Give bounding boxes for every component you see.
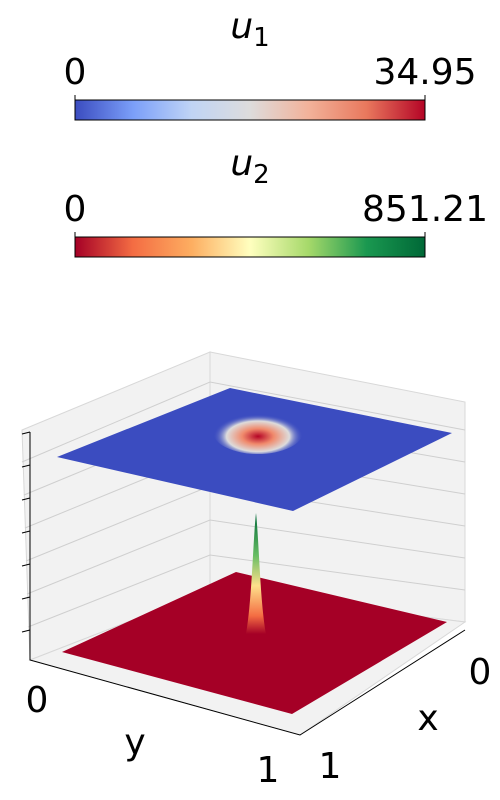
surface-u2-peak bbox=[246, 513, 266, 634]
x-tick-label: 0 bbox=[469, 652, 492, 693]
z-ticks bbox=[21, 431, 31, 633]
y-axis-label: y bbox=[124, 722, 145, 763]
label-symbol: u bbox=[230, 6, 253, 47]
label-subscript: 2 bbox=[253, 160, 270, 190]
colorbar-label: u1 bbox=[230, 6, 269, 53]
tick-label: 0 bbox=[64, 189, 87, 230]
axes-3d bbox=[21, 351, 467, 736]
x-tick-label: 1 bbox=[319, 746, 342, 787]
tick-label: 0 bbox=[64, 52, 87, 93]
colorbar bbox=[74, 236, 426, 258]
label-subscript: 1 bbox=[253, 23, 270, 53]
surface-u1-peak bbox=[213, 410, 303, 454]
label-symbol: u bbox=[230, 143, 253, 184]
y-tick-label: 1 bbox=[257, 750, 280, 791]
y-tick-label: 0 bbox=[26, 680, 49, 721]
axis-lines bbox=[29, 432, 466, 736]
x-axis-label: x bbox=[417, 698, 438, 739]
surface-u2 bbox=[62, 572, 447, 714]
tick-label: 34.95 bbox=[373, 52, 476, 93]
tick-label: 851.21 bbox=[362, 189, 488, 230]
colorbar bbox=[74, 99, 426, 121]
colorbar-label: u2 bbox=[230, 143, 269, 190]
